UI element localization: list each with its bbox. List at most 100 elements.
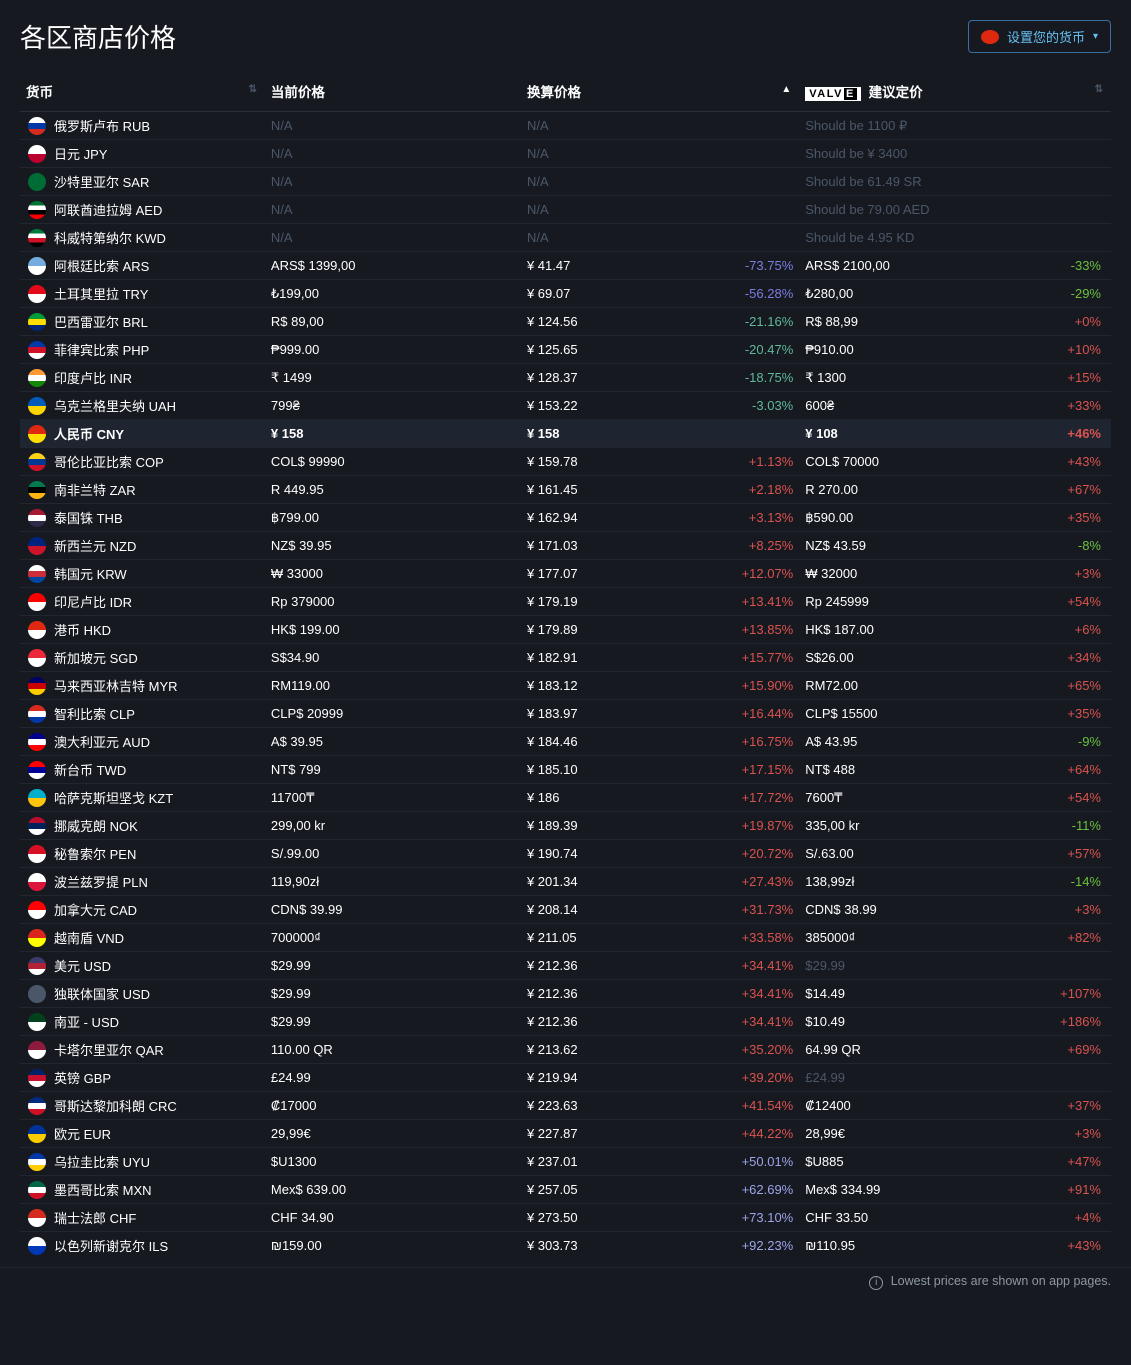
table-row[interactable]: 印尼卢比 IDRRp 379000¥ 179.19+13.41%Rp 24599… (20, 588, 1111, 616)
table-row[interactable]: 哥斯达黎加科朗 CRC₡17000¥ 223.63+41.54%₡12400+3… (20, 1092, 1111, 1120)
table-row[interactable]: 澳大利亚元 AUDA$ 39.95¥ 184.46+16.75%A$ 43.95… (20, 728, 1111, 756)
current-price: A$ 39.95 (265, 728, 521, 756)
table-row[interactable]: 以色列新谢克尔 ILS₪159.00¥ 303.73+92.23%₪110.95… (20, 1232, 1111, 1260)
flag-icon (28, 229, 46, 247)
table-row[interactable]: 韩国元 KRW₩ 33000¥ 177.07+12.07%₩ 32000+3% (20, 560, 1111, 588)
table-row[interactable]: 阿根廷比索 ARSARS$ 1399,00¥ 41.47-73.75%ARS$ … (20, 252, 1111, 280)
table-row[interactable]: 港币 HKDHK$ 199.00¥ 179.89+13.85%HK$ 187.0… (20, 616, 1111, 644)
table-row[interactable]: 新加坡元 SGDS$34.90¥ 182.91+15.77%S$26.00+34… (20, 644, 1111, 672)
suggested-price: Mex$ 334.99 (799, 1176, 1022, 1204)
table-row[interactable]: 土耳其里拉 TRY₺199,00¥ 69.07-56.28%₺280,00-29… (20, 280, 1111, 308)
table-row[interactable]: 南亚 - USD$29.99¥ 212.36+34.41%$10.49+186% (20, 1008, 1111, 1036)
col-price-label: 当前价格 (271, 85, 325, 100)
table-row[interactable]: 马来西亚林吉特 MYRRM119.00¥ 183.12+15.90%RM72.0… (20, 672, 1111, 700)
table-row[interactable]: 沙特里亚尔 SARN/AN/AShould be 61.49 SR (20, 168, 1111, 196)
converted-price: ¥ 185.10 (521, 756, 710, 784)
converted-price: N/A (521, 140, 710, 168)
table-row[interactable]: 科威特第纳尔 KWDN/AN/AShould be 4.95 KD (20, 224, 1111, 252)
table-row[interactable]: 瑞士法郎 CHFCHF 34.90¥ 273.50+73.10%CHF 33.5… (20, 1204, 1111, 1232)
table-row[interactable]: 美元 USD$29.99¥ 212.36+34.41%$29.99 (20, 952, 1111, 980)
converted-pct: -20.47% (710, 336, 799, 364)
table-row[interactable]: 欧元 EUR29,99€¥ 227.87+44.22%28,99€+3% (20, 1120, 1111, 1148)
col-currency[interactable]: 货币 ⇅ (20, 73, 265, 112)
suggested-price: RM72.00 (799, 672, 1022, 700)
currency-name: 新加坡元 SGD (54, 648, 138, 667)
converted-pct: +16.75% (710, 728, 799, 756)
table-row[interactable]: 波兰兹罗提 PLN119,90zł¥ 201.34+27.43%138,99zł… (20, 868, 1111, 896)
suggested-pct: +3% (1022, 896, 1111, 924)
table-row[interactable]: 人民币 CNY¥ 158¥ 158¥ 108+46% (20, 420, 1111, 448)
suggested-pct: -11% (1022, 812, 1111, 840)
col-converted-price[interactable]: 换算价格 ▲ (521, 73, 799, 112)
flag-icon (28, 285, 46, 303)
table-row[interactable]: 新台币 TWDNT$ 799¥ 185.10+17.15%NT$ 488+64% (20, 756, 1111, 784)
flag-icon (28, 1209, 46, 1227)
table-row[interactable]: 加拿大元 CADCDN$ 39.99¥ 208.14+31.73%CDN$ 38… (20, 896, 1111, 924)
table-row[interactable]: 越南盾 VND700000₫¥ 211.05+33.58%385000₫+82% (20, 924, 1111, 952)
flag-icon (28, 761, 46, 779)
flag-icon (28, 341, 46, 359)
currency-name: 挪威克朗 NOK (54, 816, 138, 835)
suggested-pct (1022, 224, 1111, 252)
page-title: 各区商店价格 (20, 18, 176, 55)
table-row[interactable]: 日元 JPYN/AN/AShould be ¥ 3400 (20, 140, 1111, 168)
converted-pct: +17.15% (710, 756, 799, 784)
suggested-price: CLP$ 15500 (799, 700, 1022, 728)
converted-price: ¥ 208.14 (521, 896, 710, 924)
converted-pct: +34.41% (710, 1008, 799, 1036)
table-row[interactable]: 新西兰元 NZDNZ$ 39.95¥ 171.03+8.25%NZ$ 43.59… (20, 532, 1111, 560)
current-price: ₡17000 (265, 1092, 521, 1120)
table-row[interactable]: 哈萨克斯坦坚戈 KZT11700₸¥ 186+17.72%7600₸+54% (20, 784, 1111, 812)
converted-pct: +73.10% (710, 1204, 799, 1232)
flag-icon (28, 1125, 46, 1143)
table-row[interactable]: 乌克兰格里夫纳 UAH799₴¥ 153.22-3.03%600₴+33% (20, 392, 1111, 420)
current-price: Rp 379000 (265, 588, 521, 616)
suggested-price: ¥ 108 (799, 420, 1022, 448)
suggested-pct: +37% (1022, 1092, 1111, 1120)
suggested-pct (1022, 952, 1111, 980)
suggested-pct: +10% (1022, 336, 1111, 364)
currency-name: 俄罗斯卢布 RUB (54, 116, 150, 135)
table-row[interactable]: 阿联酋迪拉姆 AEDN/AN/AShould be 79.00 AED (20, 196, 1111, 224)
converted-price: ¥ 219.94 (521, 1064, 710, 1092)
col-current-price[interactable]: 当前价格 (265, 73, 521, 112)
suggested-price: $14.49 (799, 980, 1022, 1008)
flag-icon (28, 621, 46, 639)
suggested-pct: +35% (1022, 700, 1111, 728)
table-row[interactable]: 挪威克朗 NOK299,00 kr¥ 189.39+19.87%335,00 k… (20, 812, 1111, 840)
suggested-price: HK$ 187.00 (799, 616, 1022, 644)
currency-name: 日元 JPY (54, 144, 107, 163)
table-row[interactable]: 英镑 GBP£24.99¥ 219.94+39.20%£24.99 (20, 1064, 1111, 1092)
suggested-price: CHF 33.50 (799, 1204, 1022, 1232)
converted-price: N/A (521, 224, 710, 252)
current-price: 29,99€ (265, 1120, 521, 1148)
table-row[interactable]: 乌拉圭比索 UYU$U1300¥ 237.01+50.01%$U885+47% (20, 1148, 1111, 1176)
table-row[interactable]: 菲律宾比索 PHP₱999.00¥ 125.65-20.47%₱910.00+1… (20, 336, 1111, 364)
currency-name: 瑞士法郎 CHF (54, 1208, 136, 1227)
suggested-price: $U885 (799, 1148, 1022, 1176)
flag-icon (28, 1097, 46, 1115)
currency-name: 沙特里亚尔 SAR (54, 172, 149, 191)
table-row[interactable]: 秘鲁索尔 PENS/.99.00¥ 190.74+20.72%S/.63.00+… (20, 840, 1111, 868)
suggested-price: $29.99 (799, 952, 1022, 980)
table-row[interactable]: 智利比索 CLPCLP$ 20999¥ 183.97+16.44%CLP$ 15… (20, 700, 1111, 728)
sort-icon: ⇅ (1095, 84, 1103, 95)
col-valve-suggested[interactable]: VALVE 建议定价 ⇅ (799, 73, 1111, 112)
table-row[interactable]: 墨西哥比索 MXNMex$ 639.00¥ 257.05+62.69%Mex$ … (20, 1176, 1111, 1204)
table-row[interactable]: 卡塔尔里亚尔 QAR110.00 QR¥ 213.62+35.20%64.99 … (20, 1036, 1111, 1064)
table-row[interactable]: 南非兰特 ZARR 449.95¥ 161.45+2.18%R 270.00+6… (20, 476, 1111, 504)
currency-name: 英镑 GBP (54, 1068, 111, 1087)
flag-icon (28, 537, 46, 555)
table-row[interactable]: 巴西雷亚尔 BRLR$ 89,00¥ 124.56-21.16%R$ 88,99… (20, 308, 1111, 336)
converted-pct: +15.77% (710, 644, 799, 672)
table-row[interactable]: 独联体国家 USD$29.99¥ 212.36+34.41%$14.49+107… (20, 980, 1111, 1008)
table-row[interactable]: 泰国铢 THB฿799.00¥ 162.94+3.13%฿590.00+35% (20, 504, 1111, 532)
table-row[interactable]: 俄罗斯卢布 RUBN/AN/AShould be 1100 ₽ (20, 112, 1111, 140)
converted-pct: +34.41% (710, 952, 799, 980)
table-row[interactable]: 哥伦比亚比索 COPCOL$ 99990¥ 159.78+1.13%COL$ 7… (20, 448, 1111, 476)
table-row[interactable]: 印度卢比 INR₹ 1499¥ 128.37-18.75%₹ 1300+15% (20, 364, 1111, 392)
current-price: 299,00 kr (265, 812, 521, 840)
set-currency-button[interactable]: 设置您的货币 ▾ (968, 20, 1111, 53)
suggested-pct: +47% (1022, 1148, 1111, 1176)
flag-icon (28, 397, 46, 415)
